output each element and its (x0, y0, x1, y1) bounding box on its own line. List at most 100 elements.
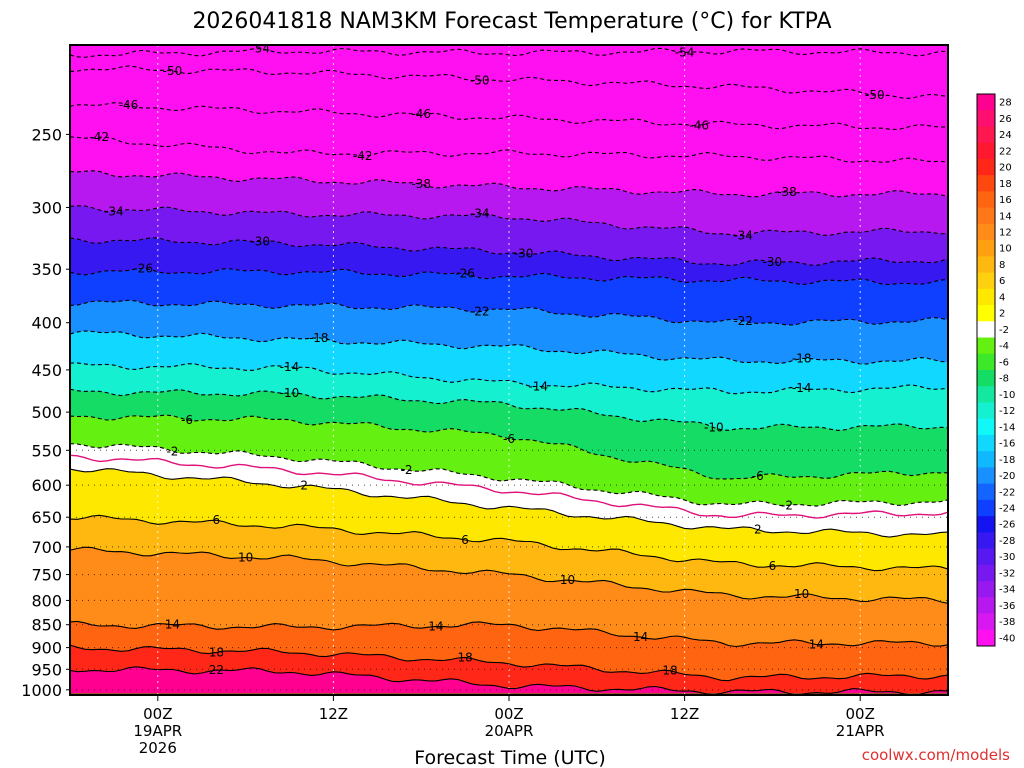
isotherm-line (70, 388, 948, 431)
colorbar-label: 16 (999, 195, 1012, 206)
colorbar-label: -30 (999, 552, 1015, 563)
colorbar-label: 14 (999, 211, 1012, 222)
x-tick-label: 20APR (485, 722, 534, 740)
temperature-band (70, 66, 948, 130)
colorbar-swatch (977, 94, 995, 111)
colorbar-swatch (977, 337, 995, 355)
isotherm-line (70, 170, 948, 198)
y-tick-label: 500 (31, 403, 62, 422)
colorbar-swatch (977, 548, 995, 566)
colorbar-label: 8 (999, 260, 1005, 271)
isotherm-label: -34 (733, 229, 753, 243)
colorbar-swatch (977, 256, 995, 274)
colorbar-label: 22 (999, 146, 1012, 157)
freezing-line (70, 454, 948, 519)
temperature-band (70, 268, 948, 325)
isotherm-label: 18 (662, 664, 677, 678)
colorbar-label: -4 (999, 341, 1009, 352)
isotherm-label: -34 (470, 207, 490, 221)
y-tick-label: 1000 (21, 681, 62, 700)
y-tick-label: 400 (31, 314, 62, 333)
colorbar-label: 24 (999, 130, 1012, 141)
colorbar-swatch (977, 240, 995, 257)
colorbar-label: -38 (999, 617, 1015, 628)
isotherm-line (70, 237, 948, 266)
isotherm-label: 6 (769, 559, 777, 573)
colorbar-label: -8 (999, 374, 1009, 385)
temperature-band (70, 389, 948, 479)
colorbar-swatch (977, 175, 995, 192)
plot-area: -54 -54-50-50-50-46-46-46-42-42-38-38-34-… (70, 45, 948, 695)
isotherm-label: 2 (754, 523, 762, 537)
colorbar-swatch (977, 499, 995, 517)
colorbar-swatch (977, 272, 995, 290)
isotherm-line (70, 65, 948, 99)
x-tick-label: 00Z (494, 705, 523, 723)
isotherm-line (70, 468, 948, 538)
isotherm-label: -6 (181, 413, 193, 427)
colorbar-swatch (977, 532, 995, 550)
colorbar-swatch (977, 207, 995, 225)
colorbar-label: -10 (999, 390, 1015, 401)
colorbar-label: -36 (999, 601, 1015, 612)
colorbar-swatch (977, 142, 995, 160)
chart-title: 2026041818 NAM3KM Forecast Temperature (… (192, 9, 831, 34)
temperature-band (70, 205, 948, 266)
temperature-band (70, 330, 948, 394)
y-tick-label: 550 (31, 441, 62, 460)
isotherm-label: -26 (455, 267, 475, 281)
isotherm-label: -46 (119, 98, 139, 112)
isotherm-label: -14 (792, 381, 812, 395)
isotherm-label: 18 (209, 645, 224, 659)
colorbar-swatch (977, 386, 995, 403)
colorbar-swatch (977, 223, 995, 241)
y-tick-label: 900 (31, 639, 62, 658)
y-tick-label: 700 (31, 538, 62, 557)
isotherm-label: 14 (633, 630, 648, 644)
isotherm-line (70, 102, 948, 131)
y-tick-label: 600 (31, 476, 62, 495)
colorbar-swatch (977, 321, 995, 339)
isotherm-line (70, 620, 948, 648)
isotherm-line (70, 205, 948, 237)
colorbar-swatch (977, 597, 995, 615)
colorbar-label: -34 (999, 585, 1015, 596)
isotherm-label: 14 (428, 619, 443, 633)
isotherm-label: -10 (280, 386, 300, 400)
isotherm-line (70, 414, 948, 480)
x-tick-label: 12Z (670, 705, 699, 723)
y-tick-label: 350 (31, 260, 62, 279)
colorbar-label: 10 (999, 244, 1012, 255)
colorbar-label: -12 (999, 406, 1015, 417)
colorbar-swatch (977, 516, 995, 533)
temperature-band (70, 48, 948, 99)
x-tick-label: 21APR (836, 722, 885, 740)
colorbar-label: 28 (999, 98, 1012, 109)
colorbar-frame (976, 93, 996, 647)
isotherm-label: -42 (353, 149, 373, 163)
temperature-band (70, 666, 948, 695)
colorbar-label: -40 (999, 633, 1015, 644)
x-tick-label: 12Z (319, 705, 348, 723)
isotherm-label: -6 (752, 469, 764, 483)
isotherm-label: -22 (733, 314, 753, 328)
isotherm-line (70, 267, 948, 286)
isotherm-line (70, 299, 948, 326)
isotherm-label: -30 (514, 247, 534, 261)
isotherm-label: -54 (675, 45, 695, 59)
colorbar-label: -14 (999, 422, 1015, 433)
temperature-band (70, 300, 948, 364)
temperature-band (70, 515, 948, 604)
isotherm-label: -34 (104, 204, 124, 218)
colorbar-label: -28 (999, 536, 1015, 547)
x-tick-label: 2026 (139, 739, 177, 757)
isotherm-label: 14 (809, 637, 824, 651)
colorbar-swatch (977, 191, 995, 209)
isotherm-line (70, 644, 948, 682)
isotherm-label: -30 (763, 255, 783, 269)
isotherm-label: 10 (560, 573, 575, 587)
isotherm-label: 18 (457, 650, 472, 664)
isotherm-label: -14 (280, 360, 300, 374)
isotherm-line (70, 136, 948, 163)
colorbar-swatch (977, 158, 995, 176)
